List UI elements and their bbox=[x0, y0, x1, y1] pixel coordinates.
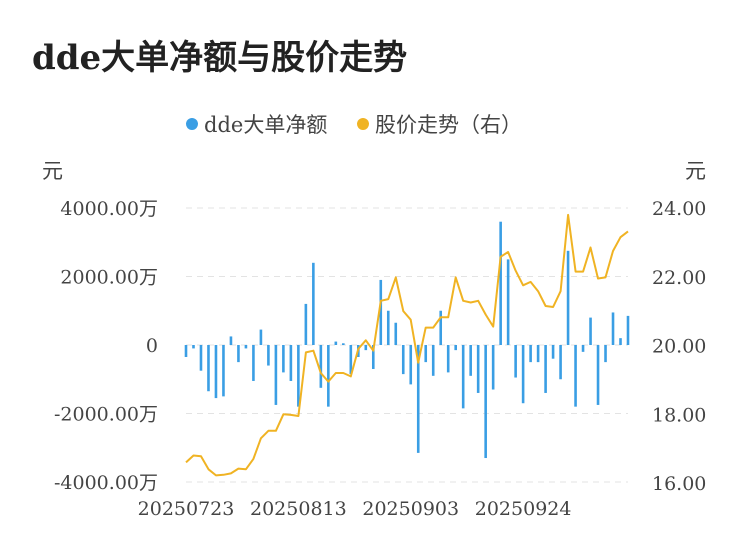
bar bbox=[431, 345, 435, 376]
bar bbox=[199, 345, 203, 371]
bar bbox=[439, 310, 443, 345]
bar bbox=[379, 279, 383, 345]
bar-series bbox=[184, 221, 630, 459]
right-tick-label: 20.00 bbox=[652, 336, 706, 358]
right-tick-label: 22.00 bbox=[652, 267, 706, 289]
bar bbox=[267, 345, 270, 366]
bar bbox=[282, 345, 285, 373]
bar bbox=[499, 221, 502, 345]
bar bbox=[469, 345, 472, 376]
x-axis-ticks: 20250723 20250813 20250903 20250924 bbox=[138, 498, 572, 520]
x-tick-label: 20250903 bbox=[362, 498, 459, 520]
bar bbox=[544, 345, 547, 393]
bar bbox=[334, 341, 338, 345]
bar bbox=[409, 345, 413, 385]
bar bbox=[529, 345, 532, 363]
legend-label-line: 股价走势（右） bbox=[375, 113, 522, 137]
right-axis-ticks: 24.00 22.00 20.00 18.00 16.00 bbox=[652, 198, 706, 495]
bar bbox=[237, 345, 240, 363]
right-tick-label: 18.00 bbox=[652, 404, 706, 426]
bar bbox=[521, 345, 525, 404]
bar bbox=[596, 345, 600, 405]
bar bbox=[312, 262, 315, 345]
gridlines bbox=[186, 207, 628, 483]
bar bbox=[192, 345, 195, 349]
bar bbox=[619, 338, 622, 345]
left-tick-label: -4000.00万 bbox=[54, 472, 158, 494]
x-tick-label: 20250924 bbox=[475, 498, 572, 520]
legend: dde大单净额 股价走势（右） bbox=[186, 113, 522, 137]
x-tick-label: 20250813 bbox=[250, 498, 347, 520]
bar bbox=[416, 345, 420, 453]
bar bbox=[222, 345, 225, 397]
bar bbox=[454, 345, 457, 351]
bar bbox=[574, 345, 577, 407]
bar bbox=[244, 345, 248, 349]
page-title: dde大单净额与股价走势 bbox=[32, 38, 408, 78]
bar bbox=[259, 329, 263, 345]
bar bbox=[461, 345, 465, 409]
bar bbox=[506, 259, 510, 345]
left-axis-ticks: 4000.00万 2000.00万 0 -2000.00万 -4000.00万 bbox=[54, 198, 158, 494]
bar bbox=[514, 345, 517, 378]
bar bbox=[589, 317, 592, 345]
bar bbox=[581, 345, 585, 352]
left-axis-unit: 元 bbox=[42, 159, 63, 183]
right-axis-unit: 元 bbox=[685, 159, 706, 183]
bar bbox=[371, 345, 375, 369]
right-tick-label: 24.00 bbox=[652, 198, 706, 220]
bar bbox=[252, 345, 255, 381]
bar bbox=[424, 345, 428, 363]
bar bbox=[559, 345, 562, 380]
bar bbox=[319, 345, 323, 388]
bar bbox=[349, 345, 353, 375]
legend-label-bar: dde大单净额 bbox=[204, 113, 327, 137]
bar bbox=[386, 310, 390, 345]
legend-marker-bar bbox=[186, 118, 198, 130]
bar bbox=[626, 315, 630, 345]
bar bbox=[476, 345, 480, 393]
bar bbox=[304, 303, 308, 345]
bar bbox=[289, 345, 293, 381]
bar bbox=[484, 345, 487, 459]
bar bbox=[364, 345, 368, 351]
legend-marker-line bbox=[357, 118, 369, 130]
left-tick-label: 0 bbox=[146, 335, 158, 357]
bar bbox=[566, 250, 570, 345]
bar bbox=[297, 345, 300, 407]
left-tick-label: -2000.00万 bbox=[54, 404, 158, 426]
left-tick-label: 2000.00万 bbox=[60, 267, 158, 289]
bar bbox=[611, 312, 615, 345]
bar bbox=[327, 345, 330, 407]
price-line bbox=[185, 213, 629, 477]
bar bbox=[342, 343, 345, 345]
bar bbox=[604, 345, 607, 363]
bar bbox=[394, 322, 398, 345]
bar bbox=[446, 345, 450, 373]
bar bbox=[401, 345, 405, 375]
bar bbox=[536, 345, 540, 363]
bar bbox=[229, 336, 233, 345]
bar bbox=[274, 345, 278, 405]
line-series bbox=[185, 213, 629, 477]
bar bbox=[214, 345, 218, 399]
left-tick-label: 4000.00万 bbox=[60, 198, 158, 220]
bar bbox=[551, 345, 555, 359]
bar bbox=[491, 345, 495, 390]
x-tick-label: 20250723 bbox=[138, 498, 235, 520]
bar bbox=[207, 345, 210, 392]
right-tick-label: 16.00 bbox=[652, 473, 706, 495]
bar bbox=[184, 345, 188, 357]
